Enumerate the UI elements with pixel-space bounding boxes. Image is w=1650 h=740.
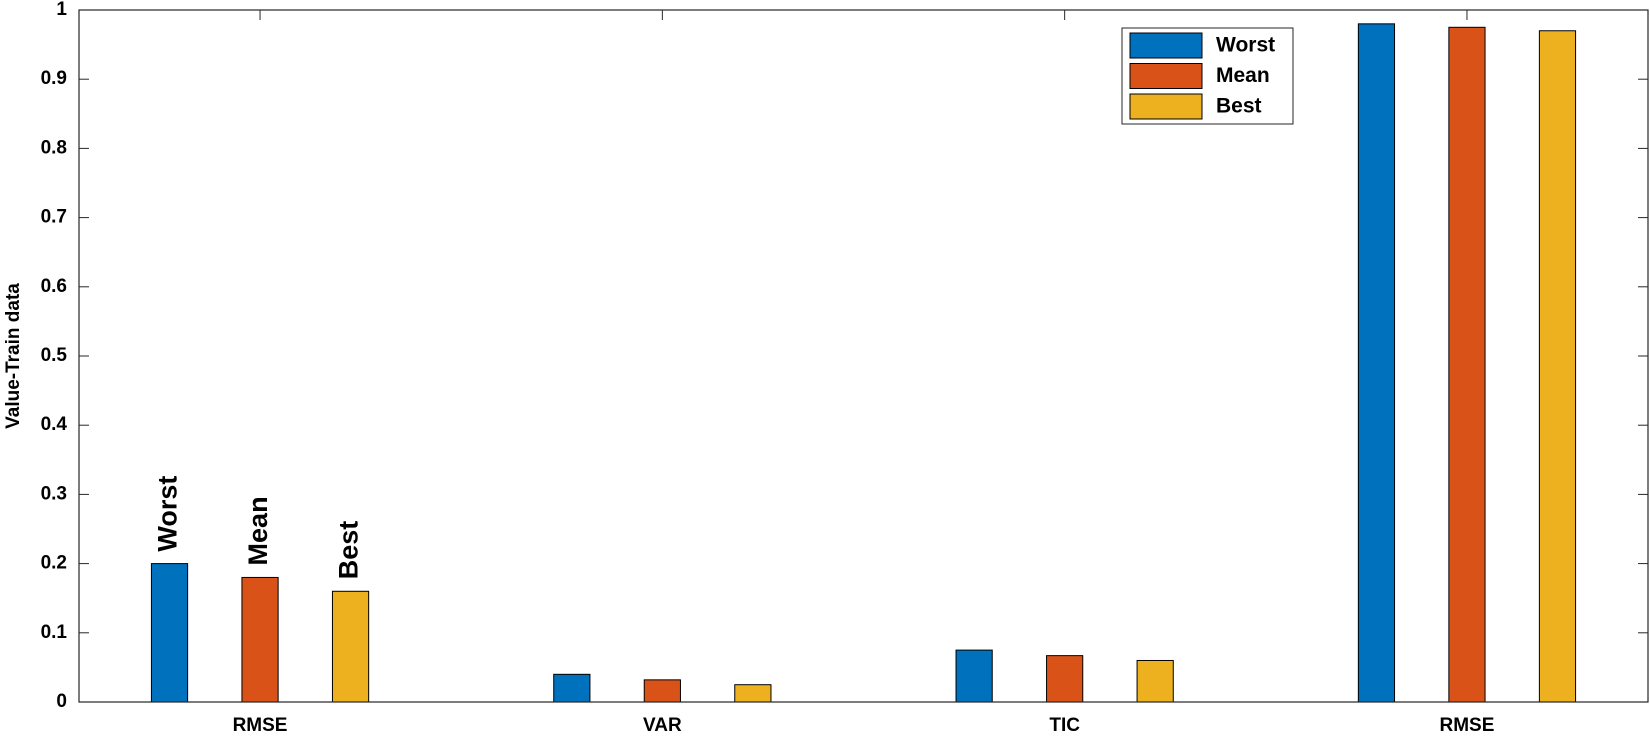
bar (1538, 30, 1577, 703)
y-tick-label: 0.4 (41, 414, 68, 435)
bar (1448, 26, 1486, 703)
plot-frame (78, 9, 1649, 703)
legend-swatch (1129, 93, 1203, 120)
y-tick-label: 1 (56, 0, 67, 20)
x-tick-label: VAR (643, 715, 682, 736)
legend-label: Best (1216, 95, 1262, 118)
y-tick-label: 0.9 (41, 68, 67, 89)
bar (150, 563, 189, 703)
y-tick-label: 0.2 (41, 553, 67, 574)
legend-swatch (1129, 32, 1203, 59)
y-tick-label: 0.3 (41, 483, 67, 504)
bar (643, 679, 681, 703)
y-tick-label: 0.1 (41, 622, 68, 643)
y-tick-label: 0 (56, 691, 67, 712)
legend-label: Mean (1216, 64, 1270, 87)
bar (241, 576, 279, 703)
y-tick-label: 0.5 (41, 345, 68, 366)
legend-swatch (1129, 63, 1203, 89)
bar (734, 684, 772, 703)
x-tick-label: RMSE (1440, 715, 1495, 736)
bar-annotation: Best (334, 521, 364, 580)
bar (553, 673, 591, 703)
bar (331, 590, 370, 703)
bar-annotation: Worst (153, 476, 183, 552)
y-tick-label: 0.7 (41, 207, 67, 228)
bar-annotation: Mean (243, 496, 273, 565)
bar (1136, 659, 1174, 703)
bar (1046, 655, 1084, 703)
x-tick-label: RMSE (233, 715, 288, 736)
x-tick-label: TIC (1049, 715, 1080, 736)
bar (955, 649, 993, 703)
y-axis-label: Value-Train data (3, 283, 24, 429)
y-tick-label: 0.6 (41, 276, 67, 297)
y-tick-label: 0.8 (41, 137, 67, 158)
legend-label: Worst (1216, 34, 1275, 57)
bar (1357, 23, 1396, 703)
